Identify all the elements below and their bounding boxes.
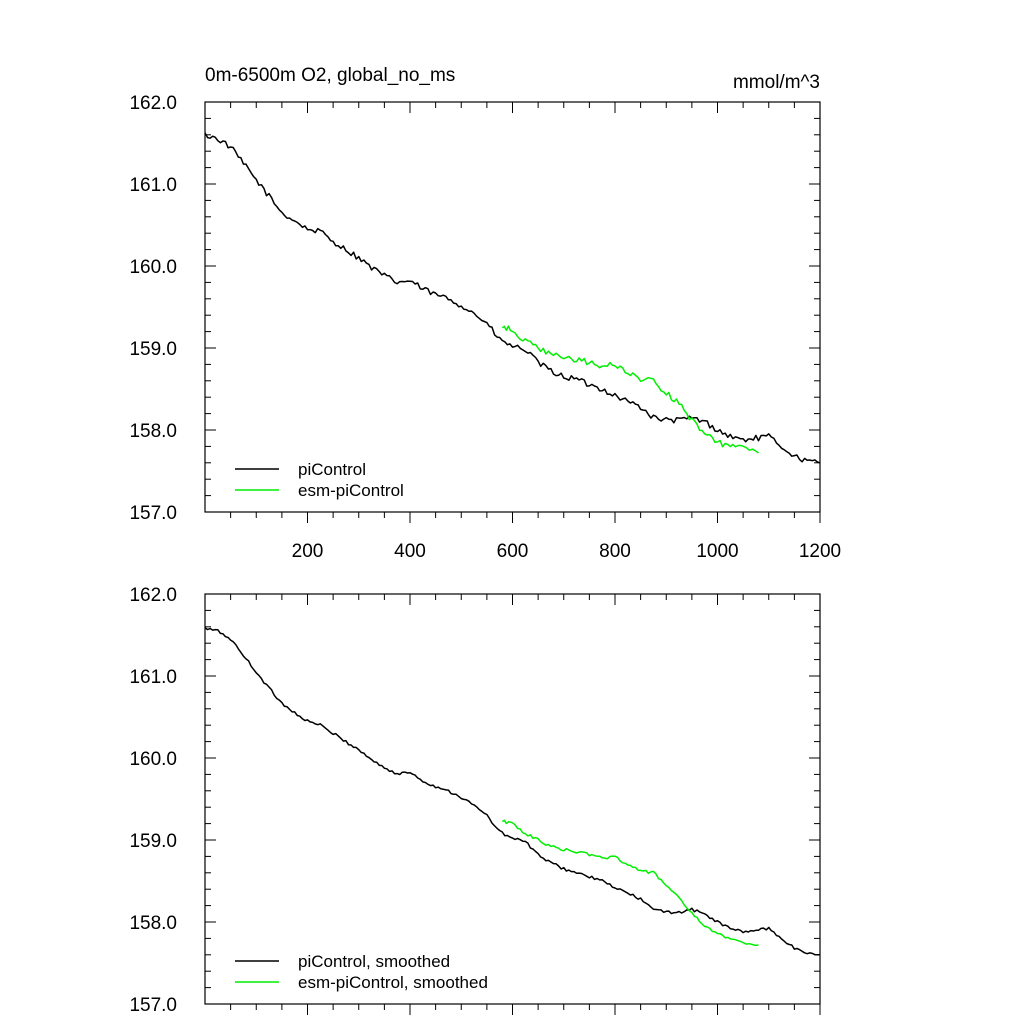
x-tick-label: 800	[599, 541, 631, 562]
legend-label: esm-piControl	[298, 481, 404, 500]
bottom-panel: 157.0 158.0 159.0 160.0 161.0 162.0 piControl,…	[129, 585, 821, 1016]
y-tick-label: 159.0	[129, 831, 177, 852]
x-tick-label: 1200	[799, 541, 841, 562]
plot-frame	[204, 101, 821, 513]
units-label: mmol/m^3	[733, 72, 820, 93]
x-tick-label: 1000	[696, 541, 738, 562]
x-tick-label: 200	[292, 541, 324, 562]
y-tick-label: 160.0	[129, 749, 177, 770]
series-line-esm-picontrol	[501, 325, 759, 454]
y-tick-label: 162.0	[129, 585, 177, 606]
chart-title: 0m-6500m O2, global_no_ms	[205, 65, 455, 86]
y-tick-label: 158.0	[129, 421, 177, 442]
legend-label: esm-piControl, smoothed	[298, 973, 488, 992]
legend-label: piControl, smoothed	[298, 952, 450, 971]
series-line-picontrol	[204, 132, 821, 464]
y-tick-label: 162.0	[129, 93, 177, 114]
y-tick-label: 157.0	[129, 995, 177, 1016]
y-tick-label: 159.0	[129, 339, 177, 360]
plot-frame	[204, 593, 821, 1005]
y-tick-label: 158.0	[129, 913, 177, 934]
series-line-esm-picontrol-smoothed	[501, 819, 759, 947]
x-tick-label: 400	[394, 541, 426, 562]
x-tick-label: 600	[497, 541, 529, 562]
y-tick-label: 161.0	[129, 175, 177, 196]
y-tick-label: 157.0	[129, 503, 177, 524]
y-tick-label: 160.0	[129, 257, 177, 278]
legend-label: piControl	[298, 460, 366, 479]
y-tick-label: 161.0	[129, 667, 177, 688]
top-panel: 157.0 158.0 159.0 160.0 161.0 162.0 200 400 600 8…	[129, 93, 841, 562]
series-line-picontrol-smoothed	[204, 627, 820, 956]
